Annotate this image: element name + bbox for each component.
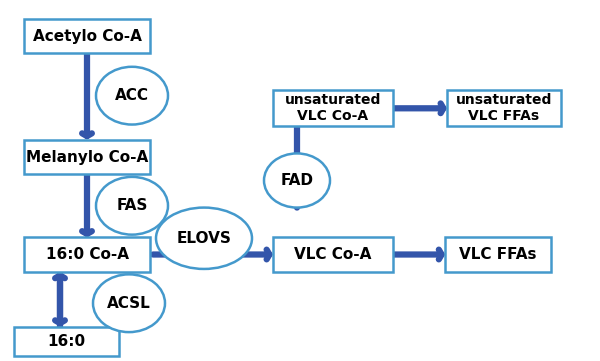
Ellipse shape — [96, 67, 168, 125]
Text: ACC: ACC — [115, 88, 149, 103]
FancyBboxPatch shape — [24, 19, 150, 53]
Text: FAD: FAD — [281, 173, 314, 188]
FancyBboxPatch shape — [445, 238, 551, 271]
Text: VLC FFAs: VLC FFAs — [459, 247, 537, 262]
Text: 16:0 Co-A: 16:0 Co-A — [46, 247, 128, 262]
Ellipse shape — [264, 153, 330, 208]
FancyBboxPatch shape — [273, 238, 393, 271]
Ellipse shape — [93, 274, 165, 332]
Text: Melanylo Co-A: Melanylo Co-A — [26, 149, 148, 165]
Text: Acetylo Co-A: Acetylo Co-A — [32, 29, 142, 44]
FancyBboxPatch shape — [24, 238, 150, 271]
FancyBboxPatch shape — [24, 140, 150, 174]
FancyBboxPatch shape — [14, 327, 119, 356]
Ellipse shape — [156, 208, 252, 269]
FancyBboxPatch shape — [273, 90, 393, 126]
Ellipse shape — [96, 177, 168, 235]
Text: VLC Co-A: VLC Co-A — [295, 247, 371, 262]
Text: unsaturated
VLC FFAs: unsaturated VLC FFAs — [456, 93, 552, 123]
Text: ELOVS: ELOVS — [176, 231, 232, 246]
Text: unsaturated
VLC Co-A: unsaturated VLC Co-A — [285, 93, 381, 123]
Text: 16:0: 16:0 — [47, 334, 85, 349]
Text: ACSL: ACSL — [107, 296, 151, 311]
Text: FAS: FAS — [116, 198, 148, 213]
FancyBboxPatch shape — [447, 90, 561, 126]
